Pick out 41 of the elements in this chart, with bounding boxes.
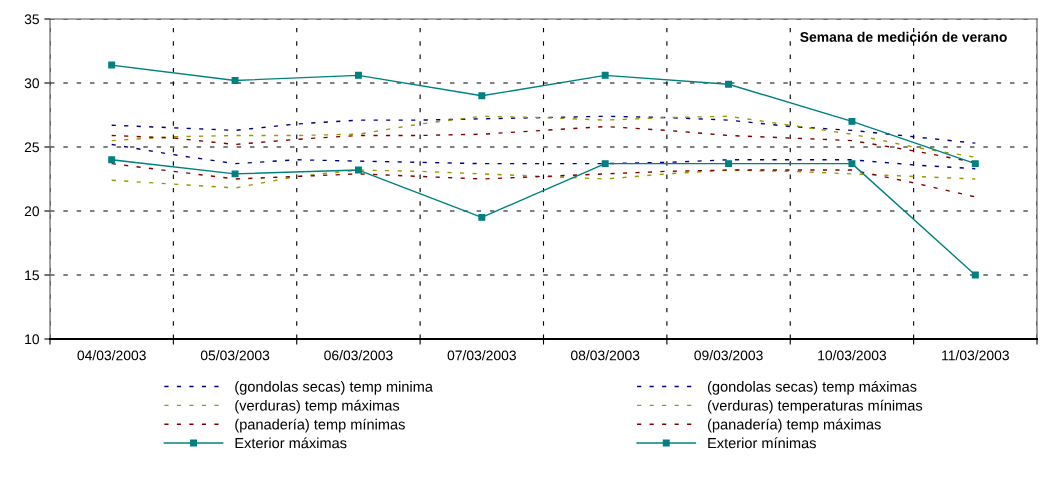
point <box>971 160 979 168</box>
legend-label: (gondolas secas) temp minima <box>235 381 433 395</box>
x-tick-label: 08/03/2003 <box>570 350 640 361</box>
y-tick-label: 20 <box>24 206 40 217</box>
point <box>848 117 856 125</box>
y-tick-label: 35 <box>24 14 39 25</box>
point <box>108 61 116 69</box>
line-series <box>110 143 977 170</box>
x-tick-label: 06/03/2003 <box>324 350 393 361</box>
legend-label: (gondolas secas) temp máximas <box>707 380 917 395</box>
legend-label: Exterior mínimas <box>708 437 816 449</box>
line-series <box>110 115 977 144</box>
point <box>971 271 979 279</box>
point <box>478 92 486 100</box>
x-tick-label: 10/03/2003 <box>818 350 887 361</box>
point <box>848 160 856 168</box>
point <box>601 160 609 168</box>
legend-label: (verduras) temp máximas <box>235 399 400 414</box>
point <box>354 71 362 79</box>
x-tick-label: 07/03/2003 <box>447 350 516 361</box>
legend-label: Exterior máximas <box>235 437 347 449</box>
x-tick-label: 05/03/2003 <box>200 350 270 361</box>
x-tick-label: 04/03/2003 <box>77 350 146 361</box>
y-tick-label: 10 <box>25 334 40 345</box>
y-tick-label: 30 <box>24 78 40 89</box>
legend-label: (verduras) temperaturas mínimas <box>707 399 923 414</box>
point <box>354 166 362 174</box>
point <box>231 76 239 84</box>
legend-label: (panadería) temp mínimas <box>235 418 405 433</box>
x-tick-label: 11/03/2003 <box>942 350 1009 361</box>
point <box>231 170 239 178</box>
point <box>478 213 486 221</box>
text: Semana de medición de verano <box>800 31 1007 42</box>
point <box>725 80 733 88</box>
y-tick-label: 25 <box>24 142 39 153</box>
x-tick-label: 09/03/2003 <box>694 350 763 361</box>
legend-label: (panadería) temp máximas <box>707 418 881 433</box>
point <box>601 71 609 79</box>
point <box>725 160 733 168</box>
point <box>108 156 116 164</box>
y-tick-label: 15 <box>25 270 39 281</box>
